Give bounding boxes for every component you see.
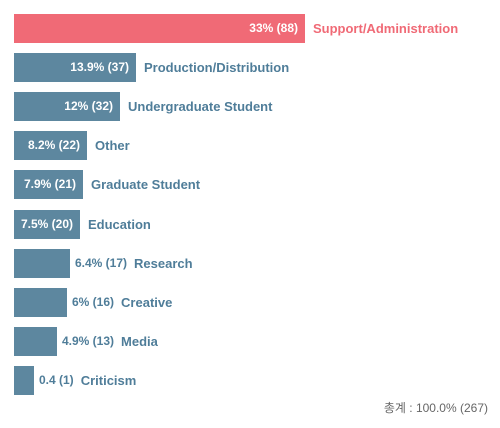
bar-production-distribution: 13.9% (37) bbox=[14, 53, 136, 82]
category-label: Graduate Student bbox=[91, 177, 201, 192]
bar-creative bbox=[14, 288, 67, 317]
bar-media bbox=[14, 327, 57, 356]
category-label: Media bbox=[121, 334, 158, 349]
bar-value-label: 7.9% (21) bbox=[23, 177, 76, 191]
category-label: Criticism bbox=[80, 373, 137, 388]
bar-value-label: 13.9% (37) bbox=[70, 60, 129, 74]
bar-value-label: 0.4 (1) bbox=[39, 373, 74, 387]
bar-undergraduate-student: 12% (32) bbox=[14, 92, 120, 121]
bar-criticism bbox=[14, 366, 34, 395]
bar-value-label: 33% (88) bbox=[249, 21, 298, 35]
bar-value-label: 12% (32) bbox=[64, 99, 113, 113]
bar-graduate-student: 7.9% (21) bbox=[14, 170, 83, 199]
category-label: Research bbox=[134, 256, 193, 271]
total-summary: 총계 : 100.0% (267) bbox=[383, 401, 488, 415]
bar-value-label: 6% (16) bbox=[72, 295, 115, 309]
bar-chart: 33% (88) Support/Administration 13.9% (37)… bbox=[14, 14, 459, 395]
category-label: Other bbox=[95, 138, 130, 153]
bar-value-label: 6.4% (17) bbox=[75, 256, 128, 270]
bar-support-administration: 33% (88) bbox=[14, 14, 305, 43]
category-label: Creative bbox=[121, 295, 173, 310]
category-label: Education bbox=[88, 217, 151, 232]
bar-research bbox=[14, 249, 70, 278]
bar-value-label: 7.5% (20) bbox=[20, 217, 73, 231]
category-label: Undergraduate Student bbox=[128, 99, 273, 114]
bar-education: 7.5% (20) bbox=[14, 210, 80, 239]
bar-value-label: 8.2% (22) bbox=[27, 138, 80, 152]
category-label: Support/Administration bbox=[313, 21, 459, 36]
bar-value-label: 4.9% (13) bbox=[62, 334, 115, 348]
category-label: Production/Distribution bbox=[144, 60, 290, 75]
bar-other: 8.2% (22) bbox=[14, 131, 87, 160]
